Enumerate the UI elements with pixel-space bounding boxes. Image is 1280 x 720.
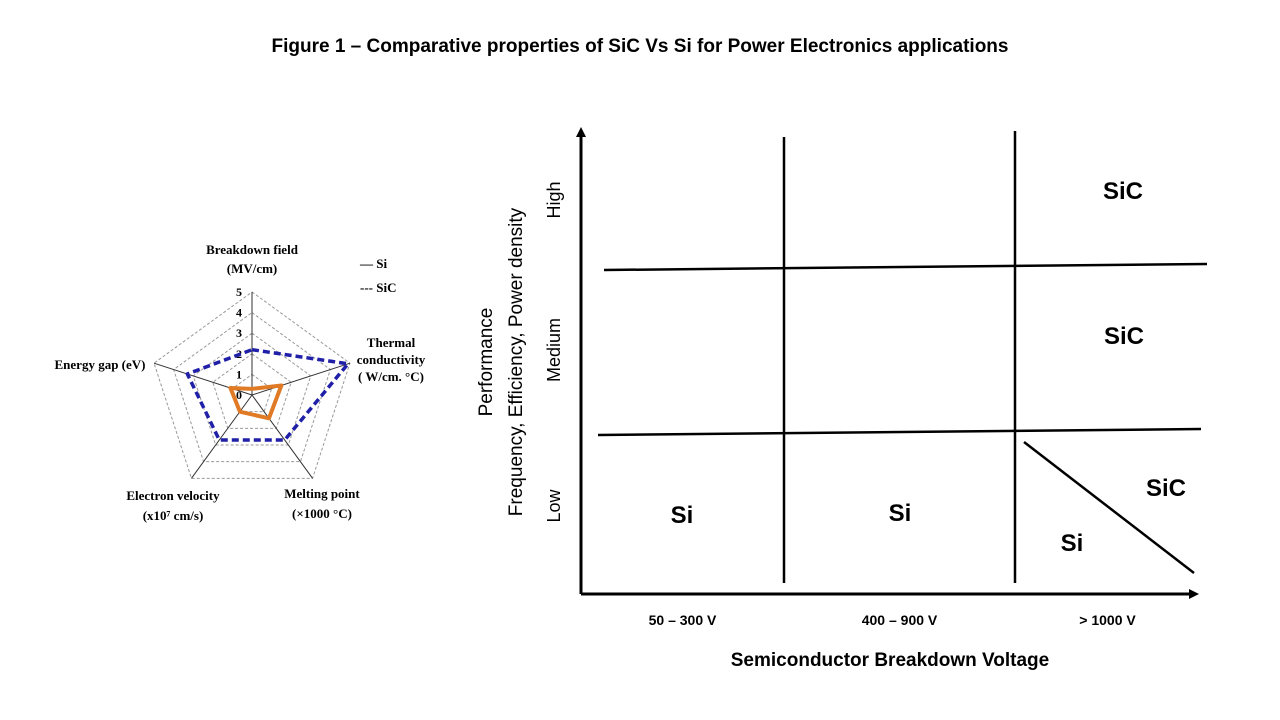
radar-axis-label: Electron velocity (x10⁷ cm/s) xyxy=(126,488,220,523)
radar-axis-label: Energy gap (eV) xyxy=(55,357,146,372)
cell-diagonal-divider xyxy=(1023,441,1195,574)
radar-spoke xyxy=(251,394,313,479)
y-tick-label: Medium xyxy=(544,318,564,382)
y-tick-label: High xyxy=(544,181,564,218)
cell-label-sic: SiC xyxy=(1103,178,1143,205)
figure-title: Figure 1 – Comparative properties of SiC… xyxy=(271,36,1009,57)
radar-axis-label: Melting point (×1000 °C) xyxy=(284,486,360,521)
cell-label-sic: SiC xyxy=(1146,475,1186,502)
row-divider xyxy=(597,427,1202,437)
radar-grid-ring xyxy=(212,353,292,429)
radar-grid-ring xyxy=(153,291,351,479)
radar-tick-label: 4 xyxy=(236,306,242,320)
x-tick-label: 50 – 300 V xyxy=(649,612,717,628)
x-tick-label: 400 – 900 V xyxy=(862,612,938,628)
row-divider xyxy=(603,262,1208,272)
radar-legend-sic: --- SiC xyxy=(360,280,396,295)
performance-voltage-chart: 50 – 300 V 400 – 900 V > 1000 V High Medium L… xyxy=(476,127,1208,671)
x-tick-label: > 1000 V xyxy=(1079,612,1136,628)
radar-spoke xyxy=(251,362,351,396)
radar-grid-ring xyxy=(192,332,312,446)
x-axis-title: Semiconductor Breakdown Voltage xyxy=(731,650,1049,671)
radar-tick-label: 3 xyxy=(236,326,242,340)
radar-tick-label: 5 xyxy=(236,285,242,299)
y-tick-label: Low xyxy=(544,488,564,522)
radar-axis-label: Breakdown field (MV/cm) xyxy=(206,242,299,276)
radar-tick-label: 1 xyxy=(236,367,242,381)
radar-tick-label: 0 xyxy=(236,388,242,402)
radar-series-sic xyxy=(185,347,350,442)
cell-label-si: Si xyxy=(671,502,694,529)
y-axis-title: Performance Frequency, Efficiency, Power … xyxy=(476,207,527,516)
radar-spoke xyxy=(191,394,253,479)
radar-axis-label: Thermal conductivity( W/cm. °C) xyxy=(357,335,426,384)
cell-label-si: Si xyxy=(889,500,912,527)
radar-series-si xyxy=(228,383,284,421)
radar-legend-si: — Si xyxy=(359,256,387,271)
cell-label-sic: SiC xyxy=(1104,323,1144,350)
cell-label-si: Si xyxy=(1061,530,1084,557)
